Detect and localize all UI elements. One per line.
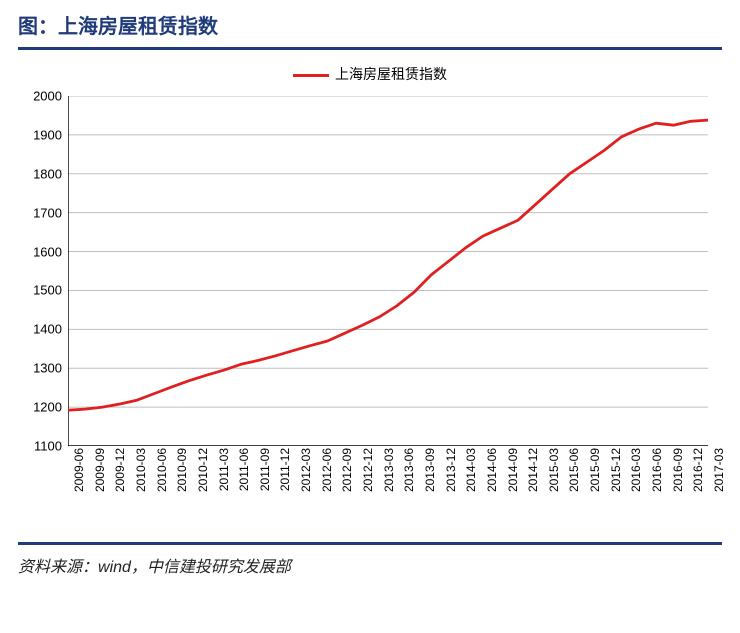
x-tick-label: 2011-12	[278, 448, 292, 491]
x-tick-label: 2010-09	[175, 448, 189, 492]
y-axis-ticks: 1100120013001400150016001700180019002000	[22, 96, 66, 446]
x-tick-label: 2017-03	[712, 448, 726, 492]
y-tick-label: 1600	[33, 244, 62, 259]
x-tick-label: 2011-06	[237, 448, 251, 491]
x-tick-label: 2014-06	[485, 448, 499, 492]
x-tick-label: 2016-03	[629, 448, 643, 492]
x-tick-label: 2011-03	[217, 448, 231, 491]
legend-label: 上海房屋租赁指数	[335, 66, 447, 82]
chart-title: 上海房屋租赁指数	[58, 16, 218, 38]
y-tick-label: 1400	[33, 322, 62, 337]
x-tick-label: 2013-12	[444, 448, 458, 492]
y-tick-label: 1500	[33, 283, 62, 298]
x-tick-label: 2016-06	[650, 448, 664, 492]
x-tick-label: 2015-09	[588, 448, 602, 492]
x-tick-label: 2010-12	[196, 448, 210, 492]
source-prefix: 资料来源：	[18, 559, 98, 576]
x-tick-label: 2012-09	[340, 448, 354, 492]
x-tick-label: 2015-12	[609, 448, 623, 492]
x-tick-label: 2009-09	[93, 448, 107, 492]
x-tick-label: 2015-06	[567, 448, 581, 492]
chart-area: 1100120013001400150016001700180019002000…	[22, 96, 718, 536]
x-tick-label: 2009-06	[72, 448, 86, 492]
y-tick-label: 1700	[33, 205, 62, 220]
x-tick-label: 2014-03	[464, 448, 478, 492]
y-tick-label: 2000	[33, 89, 62, 104]
legend-swatch	[293, 74, 329, 77]
x-tick-label: 2010-06	[155, 448, 169, 492]
x-tick-label: 2014-09	[506, 448, 520, 492]
x-tick-label: 2011-09	[258, 448, 272, 491]
x-tick-label: 2016-12	[691, 448, 705, 492]
x-tick-label: 2012-03	[299, 448, 313, 492]
x-tick-label: 2012-12	[361, 448, 375, 492]
y-tick-label: 1800	[33, 166, 62, 181]
title-prefix: 图：	[18, 16, 58, 38]
y-tick-label: 1900	[33, 127, 62, 142]
x-tick-label: 2013-03	[382, 448, 396, 492]
x-tick-label: 2016-09	[671, 448, 685, 492]
plot	[68, 96, 708, 446]
y-tick-label: 1200	[33, 400, 62, 415]
x-tick-label: 2013-06	[402, 448, 416, 492]
x-tick-label: 2010-03	[134, 448, 148, 492]
x-tick-label: 2015-03	[547, 448, 561, 492]
x-tick-label: 2014-12	[526, 448, 540, 492]
source-text: wind，中信建投研究发展部	[98, 559, 291, 576]
x-tick-label: 2012-06	[320, 448, 334, 492]
x-axis-ticks: 2009-06 2009-09 2009-12 2010-03 2010-06 2010-…	[68, 448, 708, 538]
x-tick-label: 2013-09	[423, 448, 437, 492]
y-tick-label: 1300	[33, 361, 62, 376]
y-tick-label: 1100	[34, 439, 62, 454]
x-tick-label: 2009-12	[113, 448, 127, 492]
legend: 上海房屋租赁指数	[0, 50, 740, 90]
